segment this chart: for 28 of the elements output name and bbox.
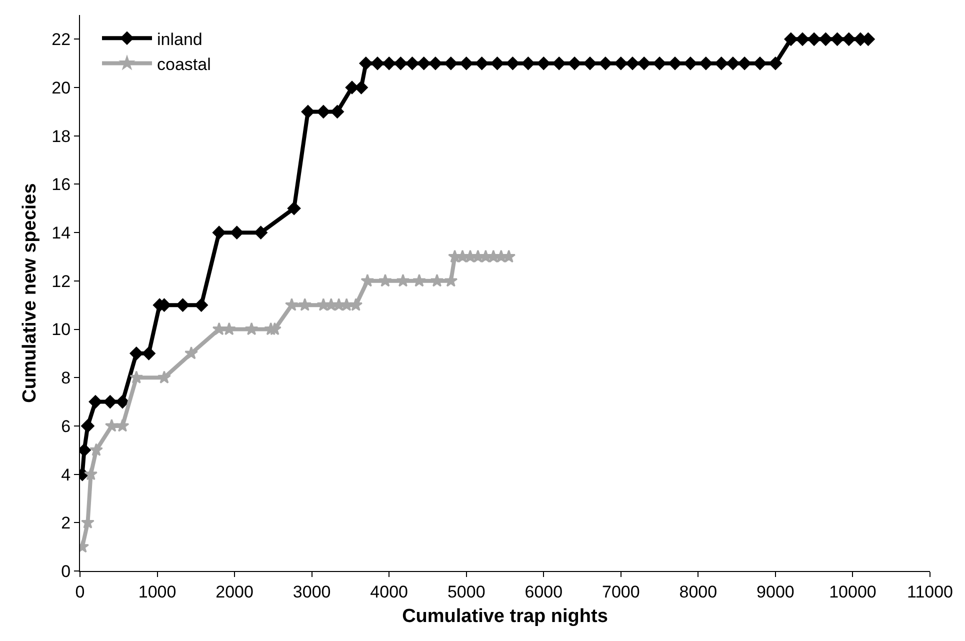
y-tick-label: 6 [61, 416, 71, 436]
x-tick-label: 5000 [447, 582, 486, 602]
y-tick-label: 22 [52, 30, 71, 50]
y-tick-label: 0 [61, 562, 71, 581]
y-tick-label: 14 [52, 224, 71, 243]
y-tick-label: 4 [61, 465, 71, 484]
legend-label: coastal [157, 54, 211, 74]
x-tick-label: 11000 [906, 582, 954, 602]
x-axis-title: Cumulative trap nights [402, 606, 608, 628]
x-tick-label: 9000 [756, 582, 794, 602]
y-tick-label: 20 [52, 78, 71, 98]
x-tick-label: 1000 [138, 582, 176, 602]
x-tick-label: 6000 [524, 582, 563, 602]
x-tick-label: 10000 [829, 582, 876, 602]
x-tick-label: 3000 [292, 582, 331, 602]
y-tick-label: 10 [52, 320, 71, 340]
y-tick-label: 2 [61, 514, 71, 533]
y-tick-label: 8 [61, 368, 71, 388]
legend-label: inland [157, 30, 202, 49]
y-axis-title: Cumulative new species [20, 183, 41, 403]
y-tick-label: 12 [52, 272, 71, 291]
x-tick-label: 0 [75, 582, 85, 602]
x-tick-label: 7000 [602, 582, 640, 602]
y-tick-label: 18 [52, 126, 71, 146]
x-tick-label: 8000 [679, 582, 718, 602]
x-tick-label: 2000 [216, 582, 254, 602]
y-tick-label: 16 [52, 175, 71, 194]
x-tick-label: 4000 [370, 582, 408, 602]
